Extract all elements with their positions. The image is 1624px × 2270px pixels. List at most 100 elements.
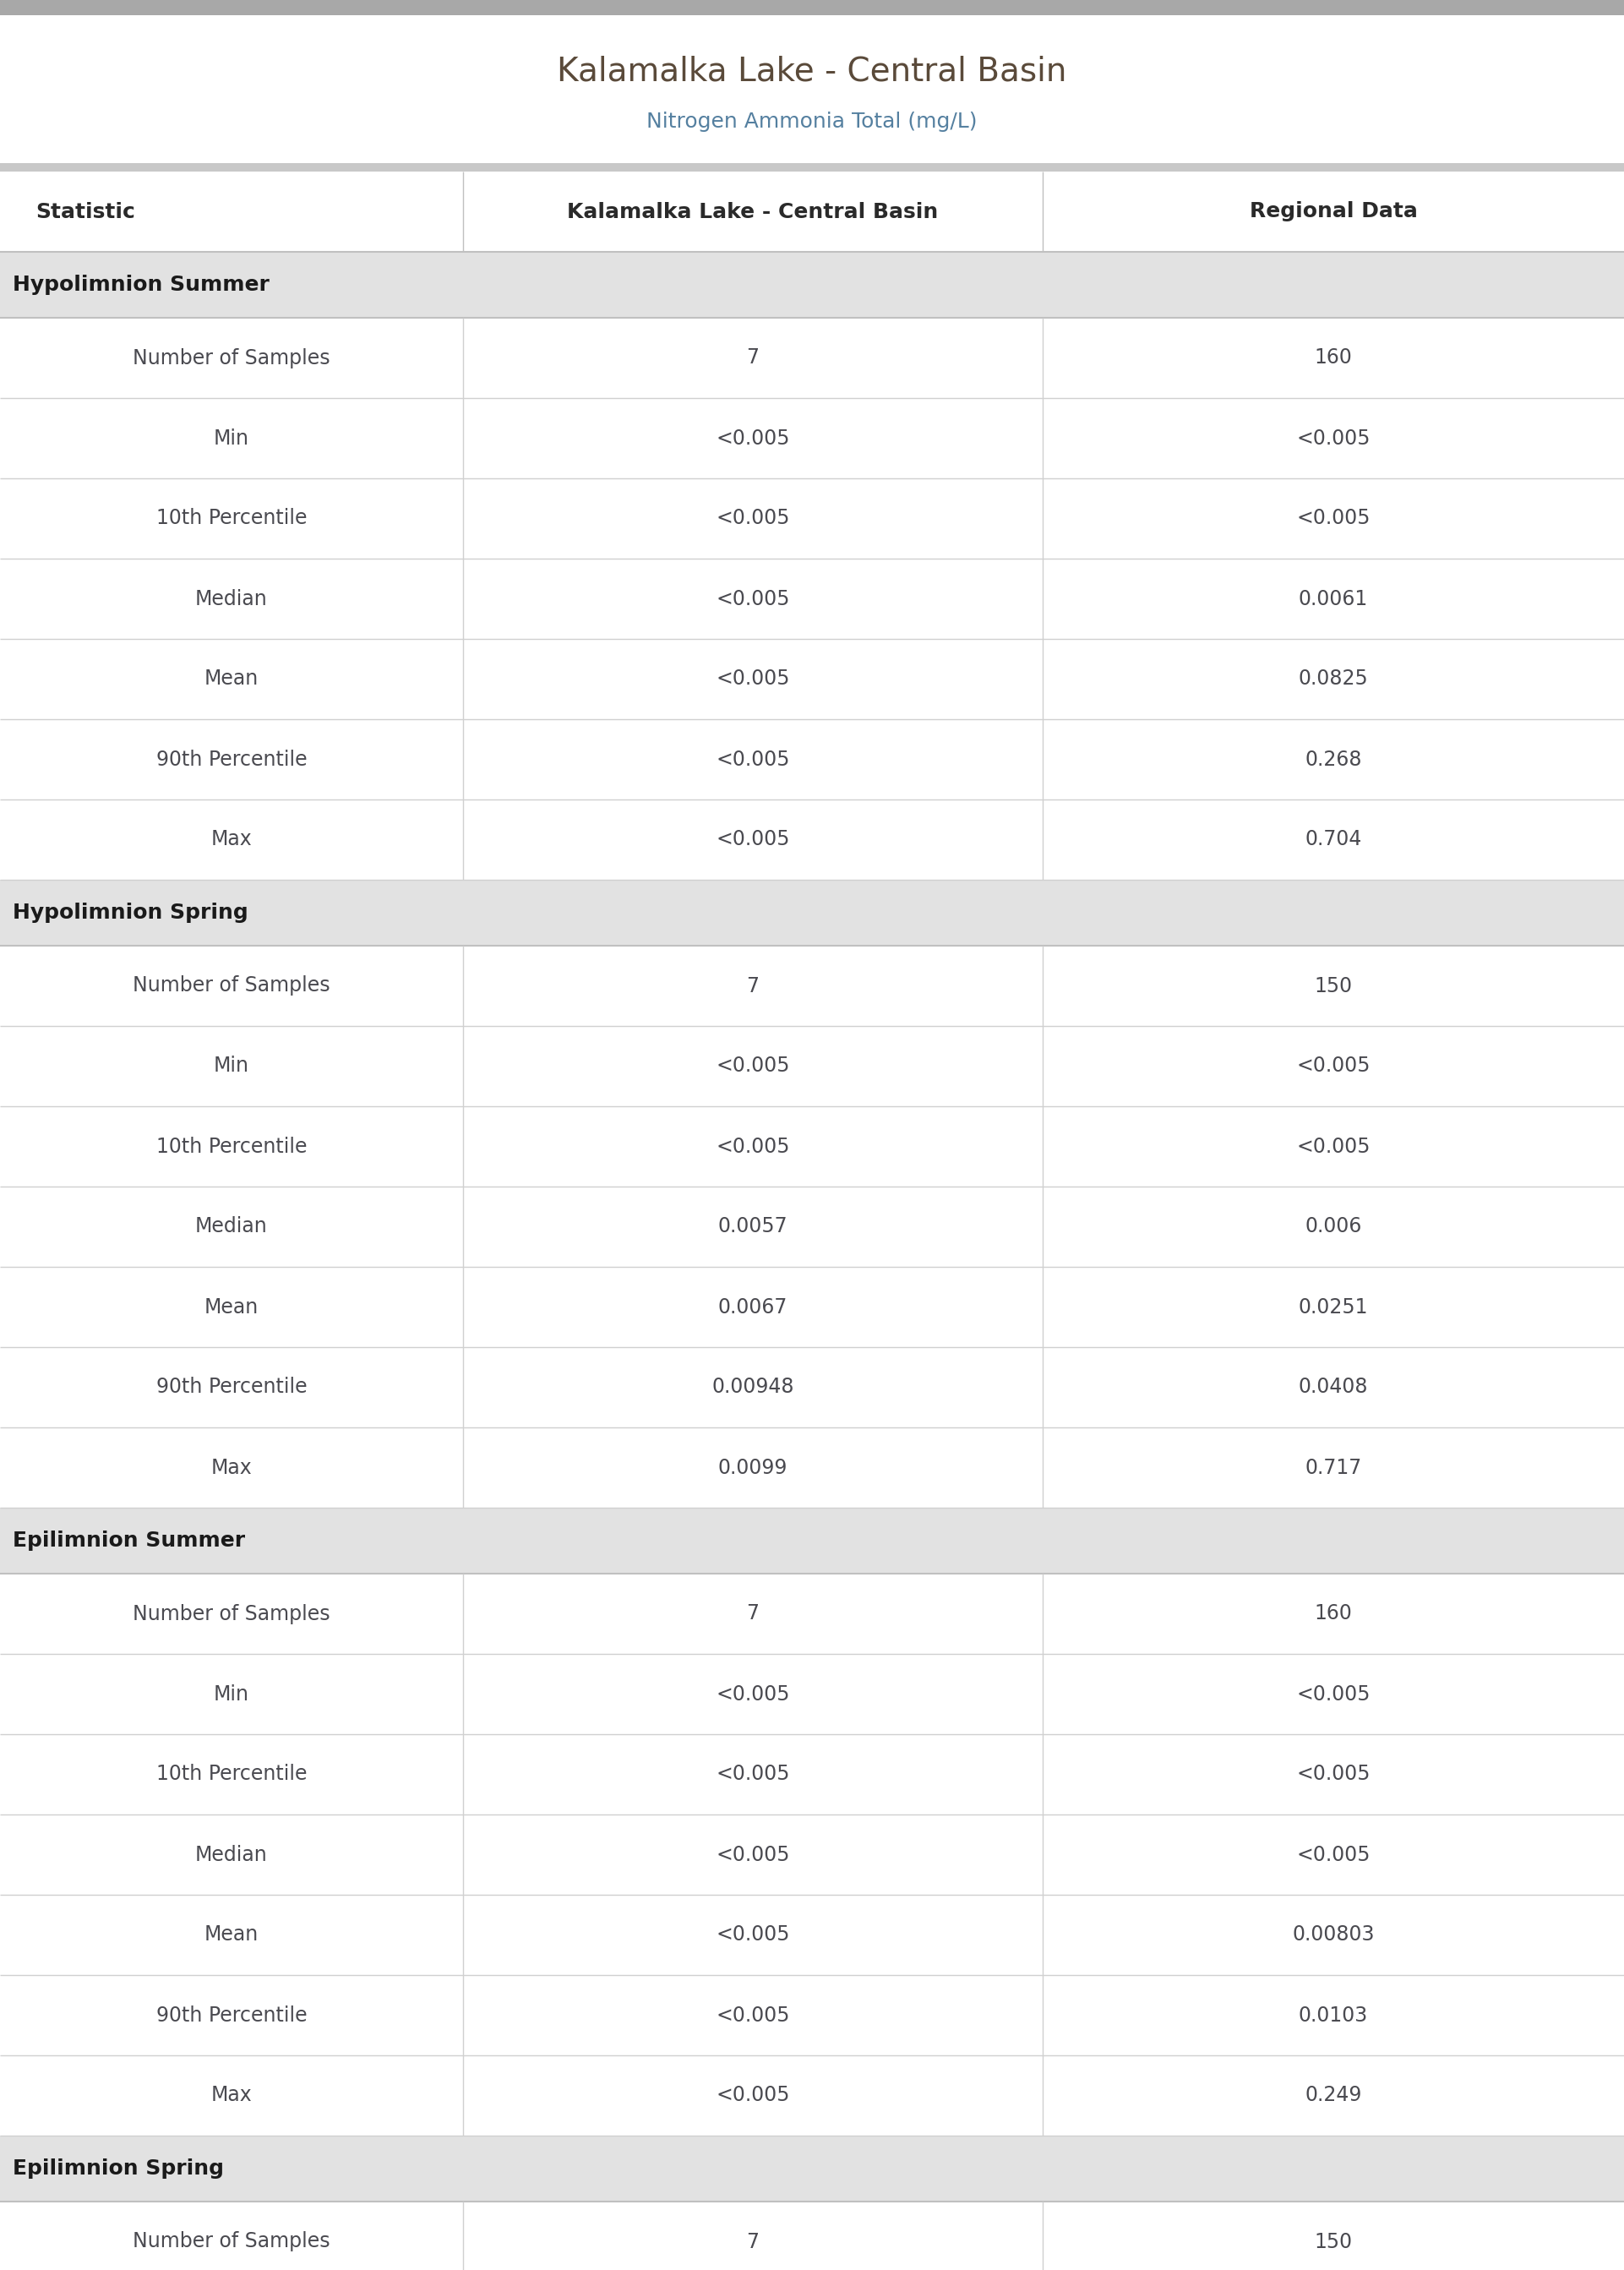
Text: Mean: Mean: [205, 670, 258, 690]
Text: Max: Max: [211, 1457, 252, 1478]
Text: Min: Min: [214, 1056, 248, 1076]
Text: Max: Max: [211, 829, 252, 849]
Text: 0.717: 0.717: [1306, 1457, 1361, 1478]
Text: Statistic: Statistic: [36, 202, 135, 222]
Text: Epilimnion Summer: Epilimnion Summer: [13, 1530, 245, 1550]
Text: Epilimnion Spring: Epilimnion Spring: [13, 2159, 224, 2179]
Bar: [0, 2202, 1624, 2270]
Bar: [0, 881, 1624, 947]
Text: 0.006: 0.006: [1304, 1217, 1363, 1237]
Text: <0.005: <0.005: [716, 1764, 789, 1784]
Bar: [0, 173, 1624, 252]
Text: <0.005: <0.005: [716, 1925, 789, 1945]
Text: 0.704: 0.704: [1304, 829, 1363, 849]
Text: <0.005: <0.005: [716, 749, 789, 770]
Text: Min: Min: [214, 1684, 248, 1705]
Bar: [0, 947, 1624, 1026]
Bar: [0, 1507, 1624, 1573]
Text: Nitrogen Ammonia Total (mg/L): Nitrogen Ammonia Total (mg/L): [646, 111, 978, 132]
Bar: [0, 1814, 1624, 1895]
Bar: [0, 1573, 1624, 1655]
Text: 10th Percentile: 10th Percentile: [156, 1137, 307, 1155]
Bar: [0, 558, 1624, 638]
Text: <0.005: <0.005: [1296, 1846, 1371, 1864]
Bar: [0, 2136, 1624, 2202]
Text: 150: 150: [1314, 976, 1353, 997]
Bar: [0, 2054, 1624, 2136]
Bar: [0, 397, 1624, 479]
Text: 0.249: 0.249: [1304, 2086, 1363, 2107]
Bar: [0, 799, 1624, 881]
Text: <0.005: <0.005: [716, 2086, 789, 2107]
Text: 0.0057: 0.0057: [718, 1217, 788, 1237]
Text: Hypolimnion Summer: Hypolimnion Summer: [13, 275, 270, 295]
Text: 150: 150: [1314, 2231, 1353, 2252]
Bar: [0, 1105, 1624, 1187]
Text: Median: Median: [195, 1846, 268, 1864]
Text: 0.0825: 0.0825: [1298, 670, 1369, 690]
Bar: [0, 1428, 1624, 1507]
Bar: [0, 720, 1624, 799]
Text: 0.0067: 0.0067: [718, 1296, 788, 1317]
Text: <0.005: <0.005: [1296, 508, 1371, 529]
Bar: [0, 1734, 1624, 1814]
Text: <0.005: <0.005: [1296, 1056, 1371, 1076]
Text: Kalamalka Lake - Central Basin: Kalamalka Lake - Central Basin: [567, 202, 939, 222]
Bar: [0, 1975, 1624, 2054]
Text: 7: 7: [747, 976, 758, 997]
Text: Hypolimnion Spring: Hypolimnion Spring: [13, 903, 248, 924]
Bar: [0, 1895, 1624, 1975]
Text: Number of Samples: Number of Samples: [133, 1603, 330, 1623]
Bar: [0, 1346, 1624, 1428]
Bar: [0, 163, 1624, 173]
Text: Mean: Mean: [205, 1296, 258, 1317]
Text: Mean: Mean: [205, 1925, 258, 1945]
Text: <0.005: <0.005: [716, 1137, 789, 1155]
Text: Number of Samples: Number of Samples: [133, 2231, 330, 2252]
Text: 0.0103: 0.0103: [1299, 2004, 1367, 2025]
Text: <0.005: <0.005: [716, 1846, 789, 1864]
Text: 0.0099: 0.0099: [718, 1457, 788, 1478]
Text: Kalamalka Lake - Central Basin: Kalamalka Lake - Central Basin: [557, 54, 1067, 89]
Text: Number of Samples: Number of Samples: [133, 347, 330, 368]
Text: 10th Percentile: 10th Percentile: [156, 1764, 307, 1784]
Bar: [0, 318, 1624, 397]
Text: 0.00803: 0.00803: [1293, 1925, 1374, 1945]
Text: 0.0251: 0.0251: [1299, 1296, 1367, 1317]
Text: Median: Median: [195, 1217, 268, 1237]
Text: <0.005: <0.005: [716, 670, 789, 690]
Text: Max: Max: [211, 2086, 252, 2107]
Bar: [0, 638, 1624, 720]
Text: 7: 7: [747, 347, 758, 368]
Text: 160: 160: [1314, 1603, 1353, 1623]
Text: <0.005: <0.005: [716, 1684, 789, 1705]
Bar: [0, 1655, 1624, 1734]
Text: <0.005: <0.005: [1296, 1764, 1371, 1784]
Bar: [0, 1267, 1624, 1346]
Text: Regional Data: Regional Data: [1249, 202, 1418, 222]
Text: 0.00948: 0.00948: [711, 1378, 794, 1398]
Text: <0.005: <0.005: [1296, 1137, 1371, 1155]
Text: <0.005: <0.005: [716, 2004, 789, 2025]
Text: 7: 7: [747, 2231, 758, 2252]
Text: <0.005: <0.005: [1296, 429, 1371, 449]
Text: 90th Percentile: 90th Percentile: [156, 2004, 307, 2025]
Text: <0.005: <0.005: [1296, 1684, 1371, 1705]
Bar: [0, 1187, 1624, 1267]
Text: <0.005: <0.005: [716, 1056, 789, 1076]
Text: 0.0408: 0.0408: [1299, 1378, 1367, 1398]
Text: 0.268: 0.268: [1304, 749, 1363, 770]
Text: 7: 7: [747, 1603, 758, 1623]
Bar: [0, 0, 1624, 16]
Text: 0.0061: 0.0061: [1299, 588, 1367, 608]
Bar: [0, 479, 1624, 558]
Text: <0.005: <0.005: [716, 508, 789, 529]
Bar: [0, 16, 1624, 163]
Text: Number of Samples: Number of Samples: [133, 976, 330, 997]
Text: <0.005: <0.005: [716, 588, 789, 608]
Text: <0.005: <0.005: [716, 429, 789, 449]
Text: Min: Min: [214, 429, 248, 449]
Text: 90th Percentile: 90th Percentile: [156, 749, 307, 770]
Text: 160: 160: [1314, 347, 1353, 368]
Text: Median: Median: [195, 588, 268, 608]
